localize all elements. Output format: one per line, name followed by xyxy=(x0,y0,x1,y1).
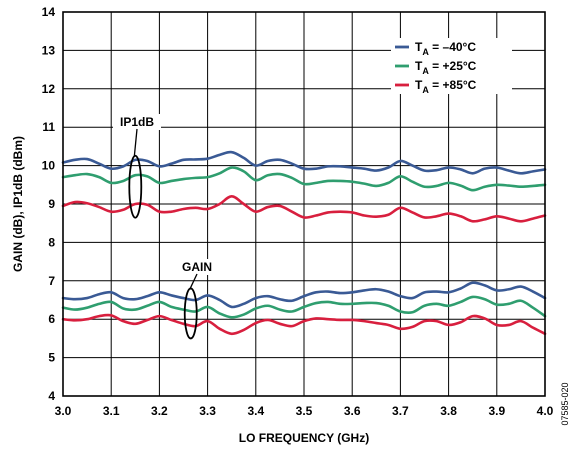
legend-label: TA = +85°C xyxy=(415,78,477,95)
y-tick-label: 9 xyxy=(48,197,55,211)
annotation-ellipse xyxy=(183,287,198,340)
y-tick-label: 10 xyxy=(42,159,56,173)
annotations: IP1dB GAIN xyxy=(113,114,221,340)
y-tick-label: 6 xyxy=(48,312,55,326)
x-tick-label: 4.0 xyxy=(537,404,554,418)
legend-label: TA = +25°C xyxy=(415,59,477,76)
annotation-bg xyxy=(173,259,221,275)
y-tick-label: 14 xyxy=(42,5,56,19)
annotation-bg xyxy=(113,114,161,130)
y-tick-label: 11 xyxy=(42,120,55,134)
data-curves xyxy=(61,150,547,336)
figure-id: 07585-020 xyxy=(560,382,570,425)
y-tick-label: 4 xyxy=(48,389,55,403)
y-tick-label: 5 xyxy=(48,351,55,365)
x-tick-label: 3.1 xyxy=(103,404,120,418)
gain-curve-minus40c xyxy=(61,281,547,309)
gain-curve-plus85c xyxy=(61,313,547,336)
x-tick-label: 3.2 xyxy=(151,404,168,418)
y-tick-label: 8 xyxy=(48,235,55,249)
x-tick-label: 3.6 xyxy=(344,404,361,418)
ip1db-curve-plus85c xyxy=(61,195,547,223)
legend-box xyxy=(391,38,512,94)
legend-label: TA = –40°C xyxy=(415,40,476,57)
y-tick-labels: 4 5 6 7 8 9 10 11 12 13 14 xyxy=(42,5,56,403)
x-axis-title: LO FREQUENCY (GHz) xyxy=(239,431,369,445)
plot-frame xyxy=(62,11,546,397)
x-tick-label: 3.9 xyxy=(488,404,505,418)
annotation-ellipse xyxy=(128,154,143,219)
x-tick-label: 3.8 xyxy=(440,404,457,418)
annotation-leader-line xyxy=(189,273,198,290)
x-tick-label: 3.7 xyxy=(392,404,409,418)
y-tick-label: 12 xyxy=(42,82,56,96)
annotation-leader-line xyxy=(133,128,138,157)
y-axis-title: GAIN (dB), IP1dB (dBm) xyxy=(11,136,25,272)
x-tick-label: 3.3 xyxy=(199,404,216,418)
x-tick-labels: 3.0 3.1 3.2 3.3 3.4 3.5 3.6 3.7 3.8 3.9 4.0 xyxy=(55,404,554,418)
annotation-label-gain: GAIN xyxy=(182,260,212,274)
y-tick-label: 7 xyxy=(48,274,55,288)
y-tick-label: 13 xyxy=(42,43,56,57)
ip1db-curve-minus40c xyxy=(61,150,547,175)
gain-curve-plus25c xyxy=(61,295,547,319)
x-tick-label: 3.4 xyxy=(247,404,264,418)
ip1db-curve-plus25c xyxy=(61,166,547,192)
annotation-label-ip1db: IP1dB xyxy=(120,115,154,129)
legend: TA = –40°C TA = +25°C TA = +85°C xyxy=(391,38,512,95)
x-tick-label: 3.5 xyxy=(296,404,313,418)
x-tick-label: 3.0 xyxy=(55,404,72,418)
